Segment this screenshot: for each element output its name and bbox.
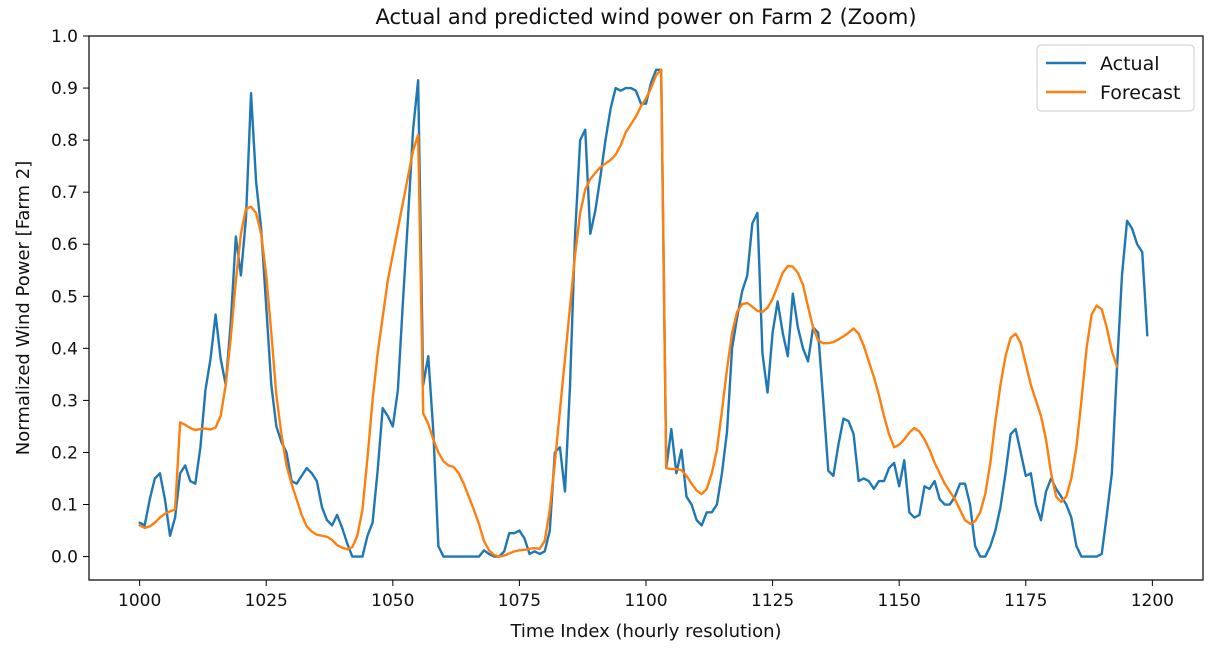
x-tick-label: 1175 <box>1004 591 1047 611</box>
legend-box <box>1036 44 1195 112</box>
y-tick-label: 0.3 <box>51 391 78 411</box>
legend: Actual Forecast <box>1036 44 1195 112</box>
y-tick-label: 0.5 <box>51 287 78 307</box>
x-tick-label: 1100 <box>624 591 667 611</box>
x-tick-label: 1050 <box>371 591 414 611</box>
y-axis-label: Normalized Wind Power [Farm 2] <box>13 161 34 455</box>
y-tick-label: 0.0 <box>51 548 78 568</box>
y-tick-label: 1.0 <box>51 27 78 47</box>
y-tick-label: 0.7 <box>51 183 78 203</box>
y-axis: 0.0 0.1 0.2 0.3 0.4 0.5 0.6 0.7 0.8 0.9 1.0 <box>51 27 89 568</box>
x-tick-label: 1125 <box>751 591 794 611</box>
y-tick-label: 0.6 <box>51 235 78 255</box>
chart-title: Actual and predicted wind power on Farm … <box>375 5 916 29</box>
legend-label-forecast: Forecast <box>1100 82 1180 104</box>
y-tick-label: 0.8 <box>51 131 78 151</box>
x-tick-label: 1150 <box>878 591 921 611</box>
series-layer <box>138 68 1149 558</box>
y-tick-label: 0.2 <box>51 443 78 463</box>
y-tick-label: 0.1 <box>51 496 78 516</box>
legend-label-actual: Actual <box>1100 53 1160 75</box>
y-tick-label: 0.4 <box>51 339 78 359</box>
series-line-forecast <box>138 68 1119 558</box>
x-axis-label: Time Index (hourly resolution) <box>509 621 781 642</box>
x-tick-label: 1025 <box>245 591 288 611</box>
x-axis: 1000 1025 1050 1075 1100 1125 1150 1175 1200 <box>118 580 1174 611</box>
x-tick-label: 1200 <box>1131 591 1174 611</box>
x-tick-label: 1000 <box>118 591 161 611</box>
y-tick-label: 0.9 <box>51 79 78 99</box>
x-tick-label: 1075 <box>498 591 541 611</box>
